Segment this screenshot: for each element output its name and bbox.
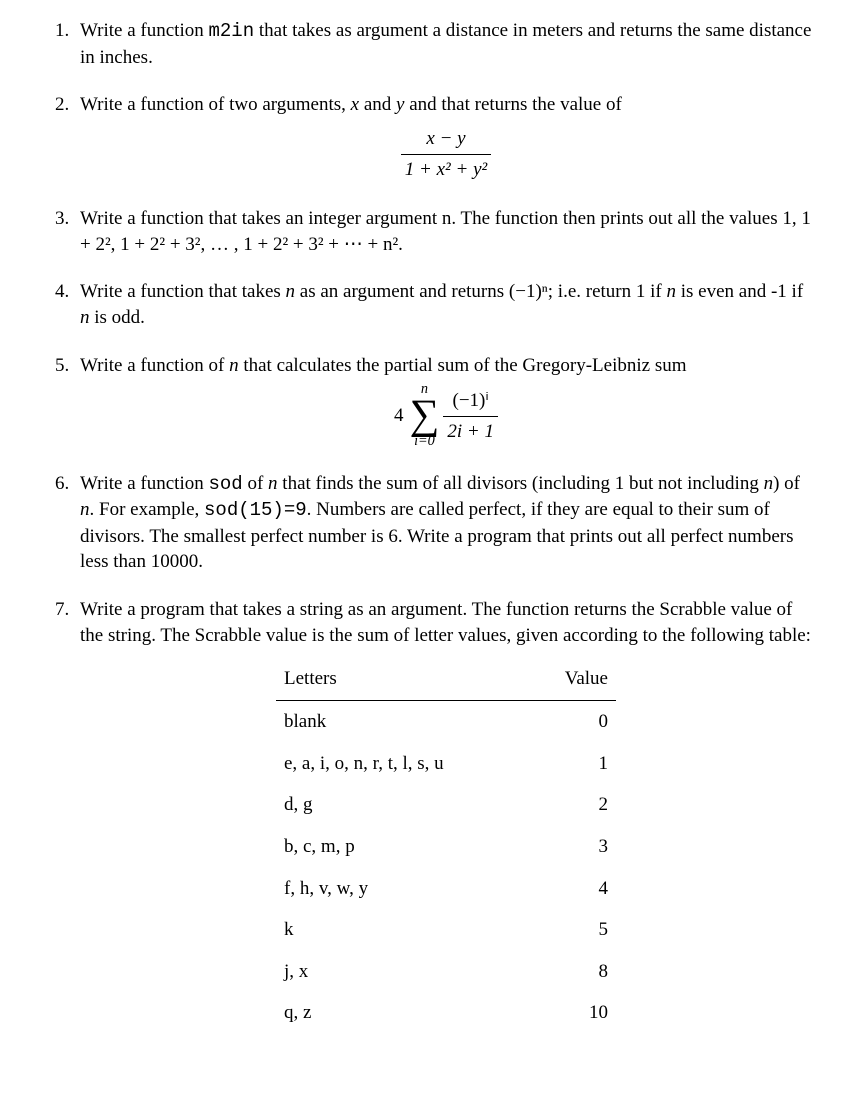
header-value: Value [530, 658, 616, 700]
scrabble-tbody: blank0 e, a, i, o, n, r, t, l, s, u1 d, … [276, 701, 616, 1035]
cell-letters: f, h, v, w, y [276, 868, 530, 910]
table-row: d, g2 [276, 784, 616, 826]
table-row: q, z10 [276, 992, 616, 1034]
q4-n: n [286, 281, 296, 302]
header-letters: Letters [276, 658, 530, 700]
q5-sum: 4 n ∑ i=0 (−1)ⁱ 2i + 1 [394, 382, 498, 448]
q2-x: x [351, 94, 359, 115]
q4-text-a: Write a function that takes [80, 281, 286, 302]
q5-sigma-col: n ∑ i=0 [410, 382, 440, 448]
q2-and: and [359, 94, 396, 115]
q5-sum-bottom: i=0 [414, 434, 435, 448]
cell-value: 2 [530, 784, 616, 826]
q5-frac-num: (−1)ⁱ [443, 388, 498, 416]
scrabble-table: Letters Value blank0 e, a, i, o, n, r, t… [276, 658, 616, 1034]
cell-value: 10 [530, 992, 616, 1034]
table-header-row: Letters Value [276, 658, 616, 700]
q2-formula: x − y 1 + x² + y² [80, 122, 812, 184]
q5-text-b: that calculates the partial sum of the G… [239, 355, 687, 376]
q5-text-a: Write a function of [80, 355, 229, 376]
q3-text-a: Write a function that takes an integer a… [80, 208, 782, 229]
q5-coef: 4 [394, 403, 404, 429]
q6-text-b: of [243, 473, 268, 494]
cell-letters: b, c, m, p [276, 826, 530, 868]
cell-value: 1 [530, 743, 616, 785]
table-row: b, c, m, p3 [276, 826, 616, 868]
q2-text-a: Write a function of two arguments, [80, 94, 351, 115]
q6-text-e: . For example, [90, 499, 205, 520]
q4-n3: n [80, 307, 90, 328]
q6-n: n [268, 473, 278, 494]
problem-4: Write a function that takes n as an argu… [74, 279, 812, 330]
cell-letters: e, a, i, o, n, r, t, l, s, u [276, 743, 530, 785]
q2-frac-num: x − y [401, 126, 491, 154]
problem-3: Write a function that takes an integer a… [74, 206, 812, 257]
q4-text-e: is odd. [90, 307, 145, 328]
q6-text-c: that finds the sum of all divisors (incl… [278, 473, 764, 494]
q6-n3: n [80, 499, 90, 520]
cell-value: 8 [530, 951, 616, 993]
cell-letters: q, z [276, 992, 530, 1034]
sigma-icon: ∑ [410, 397, 440, 435]
cell-letters: k [276, 909, 530, 951]
q4-text-b: as an argument and returns [295, 281, 509, 302]
q4-text-c: ; i.e. return 1 if [548, 281, 667, 302]
q5-n: n [229, 355, 239, 376]
cell-letters: j, x [276, 951, 530, 993]
cell-letters: blank [276, 701, 530, 743]
problem-2: Write a function of two arguments, x and… [74, 92, 812, 184]
q7-text-a: Write a program that takes a string as a… [80, 599, 811, 646]
cell-value: 5 [530, 909, 616, 951]
table-row: j, x8 [276, 951, 616, 993]
q6-n2: n [764, 473, 774, 494]
q2-text-b: and that returns the value of [404, 94, 621, 115]
q2-fraction: x − y 1 + x² + y² [401, 126, 491, 182]
problem-list: Write a function m2in that takes as argu… [40, 18, 812, 1034]
cell-letters: d, g [276, 784, 530, 826]
cell-value: 4 [530, 868, 616, 910]
q4-expr: (−1)ⁿ [509, 281, 548, 302]
q1-text-a: Write a function [80, 20, 209, 41]
q2-frac-den: 1 + x² + y² [401, 154, 491, 183]
q5-frac-den: 2i + 1 [443, 416, 498, 445]
problem-1: Write a function m2in that takes as argu… [74, 18, 812, 70]
q1-code-a: m2in [209, 20, 255, 42]
q6-code-b: sod(15)=9 [204, 499, 307, 521]
q4-text-d: is even and -1 if [676, 281, 803, 302]
q5-fraction: (−1)ⁱ 2i + 1 [443, 388, 498, 444]
table-row: f, h, v, w, y4 [276, 868, 616, 910]
table-row: k5 [276, 909, 616, 951]
q5-formula: 4 n ∑ i=0 (−1)ⁱ 2i + 1 [80, 382, 812, 448]
cell-value: 3 [530, 826, 616, 868]
page: Write a function m2in that takes as argu… [0, 0, 852, 1096]
problem-6: Write a function sod of n that finds the… [74, 471, 812, 576]
table-row: e, a, i, o, n, r, t, l, s, u1 [276, 743, 616, 785]
problem-5: Write a function of n that calculates th… [74, 353, 812, 449]
q6-text-a: Write a function [80, 473, 209, 494]
table-row: blank0 [276, 701, 616, 743]
q6-text-d: ) of [773, 473, 800, 494]
cell-value: 0 [530, 701, 616, 743]
problem-7: Write a program that takes a string as a… [74, 597, 812, 1034]
q4-n2: n [666, 281, 676, 302]
q6-code-a: sod [209, 473, 243, 495]
